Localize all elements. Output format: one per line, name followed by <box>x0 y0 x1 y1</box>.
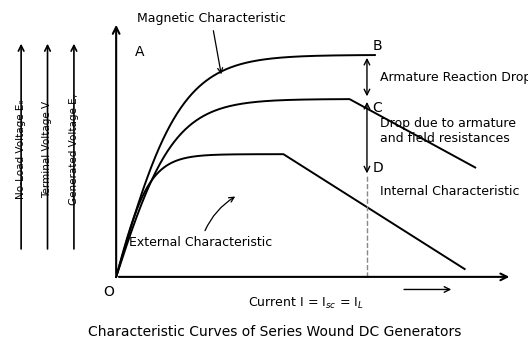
Text: O: O <box>103 285 114 299</box>
Text: Characteristic Curves of Series Wound DC Generators: Characteristic Curves of Series Wound DC… <box>88 325 461 339</box>
Text: External Characteristic: External Characteristic <box>129 197 272 249</box>
Text: Internal Characteristic: Internal Characteristic <box>380 185 520 198</box>
Text: A: A <box>135 45 144 59</box>
Text: B: B <box>372 39 382 53</box>
Text: C: C <box>372 101 382 115</box>
Text: Magnetic Characteristic: Magnetic Characteristic <box>137 12 286 73</box>
Text: Drop due to armature
and field resistances: Drop due to armature and field resistanc… <box>380 117 516 145</box>
Text: Generated Voltage Eᵧ: Generated Voltage Eᵧ <box>69 94 79 205</box>
Text: Current I = I$_{sc}$ = I$_L$: Current I = I$_{sc}$ = I$_L$ <box>248 296 364 311</box>
Text: No-Load Voltage E₀: No-Load Voltage E₀ <box>16 100 26 199</box>
Text: D: D <box>372 161 383 175</box>
Text: Armature Reaction Drop: Armature Reaction Drop <box>380 70 528 83</box>
Text: Terminal Voltage V: Terminal Voltage V <box>43 101 52 198</box>
